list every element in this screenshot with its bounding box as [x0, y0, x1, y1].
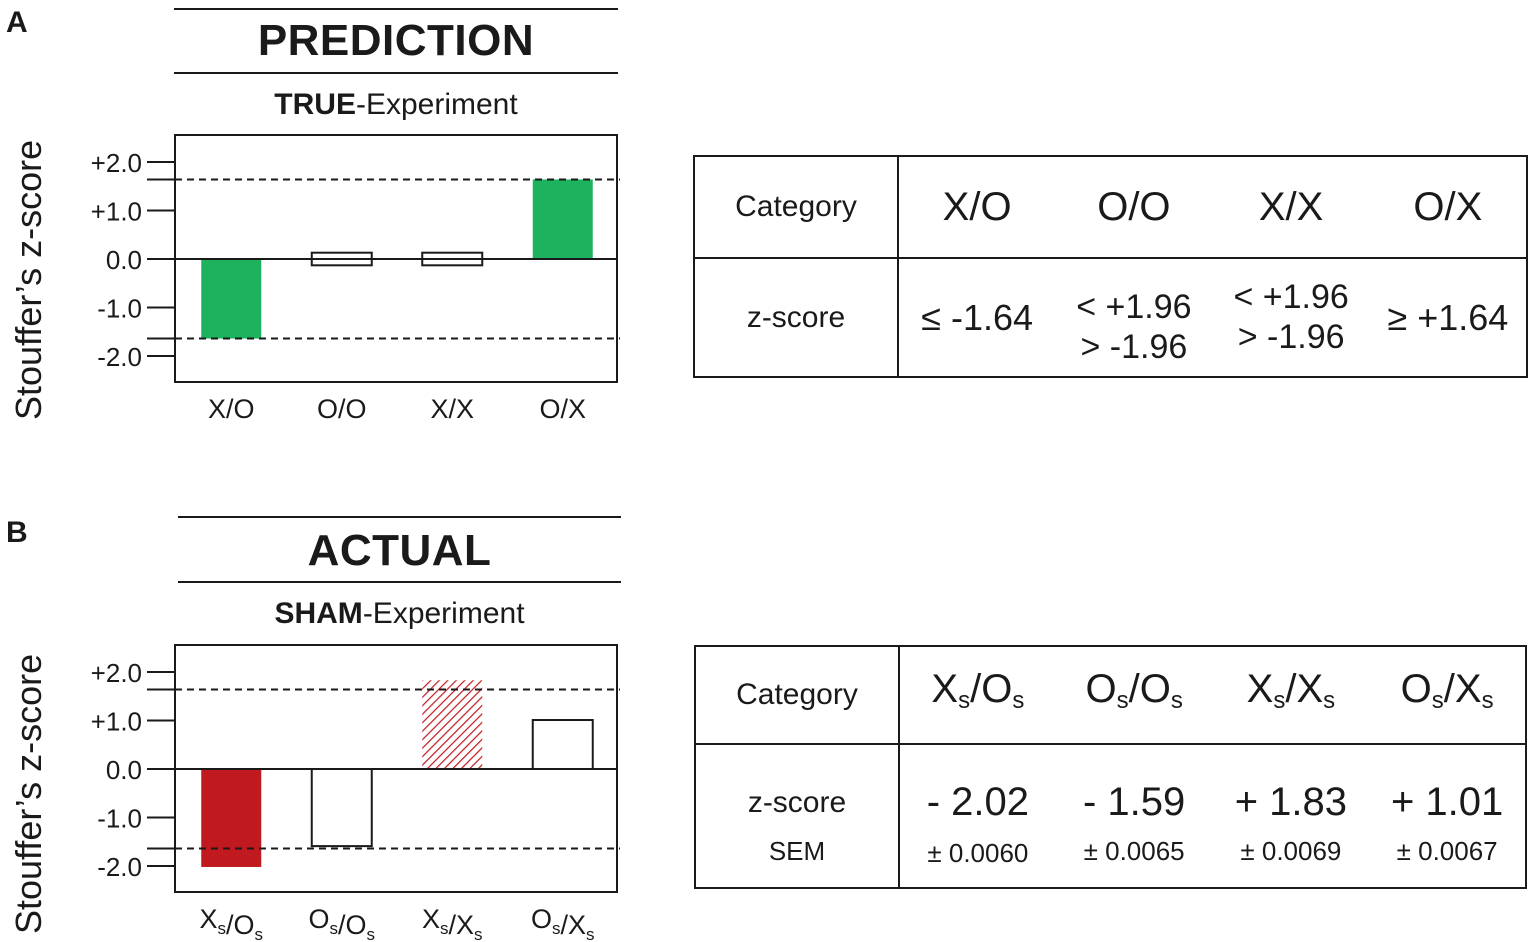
table-b-header-xs-xs: Xs/Xs: [1212, 646, 1370, 745]
table-b-header-xs-xs-sep: /: [1285, 667, 1297, 711]
table-b-zscore-xs-xs: + 1.83: [1234, 780, 1348, 824]
table-b-sem-xs-xs: ± 0.0069: [1240, 836, 1342, 866]
chart-b-y-tick-label: +2.0: [91, 658, 142, 688]
table-b-zscore-xs-os: - 2.02: [926, 780, 1030, 824]
table-a-header-xo: X/O: [898, 156, 1056, 259]
panel-a-category-table: Category X/O O/O X/X O/X z-score ≤ -1.64…: [693, 155, 1528, 378]
chart-b-x-tick-label: Os/Xs: [531, 904, 595, 940]
table-b-header-os-os-sep: /: [1128, 667, 1140, 711]
chart-b-y-tick-label: -1.0: [97, 804, 142, 834]
table-b-category-label: Category: [695, 646, 900, 745]
panel-b-subtitle: SHAM-Experiment: [178, 597, 621, 631]
chart-b-bar-3: [422, 680, 483, 769]
table-b-zscore-label: z-score: [695, 744, 900, 828]
panel-b-title-rule-top: [178, 516, 621, 518]
panel-a-title-rule-top: [174, 8, 618, 10]
table-a-header-ox: O/X: [1369, 156, 1527, 259]
chart-b-bar-2: [310, 768, 373, 848]
table-a-category-label: Category: [694, 156, 899, 259]
table-b-header-xs-xs-a: X: [1246, 667, 1274, 711]
panel-b-letter: B: [6, 516, 28, 549]
table-b-header-xs-os-b: O: [981, 667, 1013, 711]
chart-a-x-tick-label: O/X: [539, 394, 586, 424]
table-a-value-xo: ≤ -1.64: [898, 258, 1055, 377]
table-a-value-oo-line1: < +1.96: [1076, 287, 1192, 326]
table-b-header-os-os-sub-a: s: [1116, 687, 1129, 714]
chart-b-x-tick-label: Xs/Xs: [422, 904, 483, 940]
chart-a-y-tick-label: -2.0: [97, 342, 142, 372]
table-b-header-os-os-sub-b: s: [1170, 687, 1183, 714]
table-b-header-xs-os-a: X: [931, 667, 959, 711]
table-a-value-xx-line2: > -1.96: [1237, 317, 1345, 356]
chart-a-x-tick-label: X/O: [208, 394, 255, 424]
table-b-sem-os-os: ± 0.0065: [1083, 836, 1185, 866]
chart-a-y-tick-label: +1.0: [91, 197, 142, 227]
panel-a-title: PREDICTION: [257, 16, 535, 65]
table-b-header-os-xs-a: O: [1400, 667, 1432, 711]
panel-a-title-rule-bottom: [174, 72, 618, 74]
chart-b-x-tick-label: Xs/Os: [199, 904, 263, 940]
panel-a-subtitle-rest: -Experiment: [355, 88, 518, 121]
table-b-sem-xs-os: ± 0.0060: [927, 838, 1029, 868]
chart-a-x-tick-label: O/O: [317, 394, 367, 424]
chart-a-y-tick-label: +2.0: [91, 148, 142, 178]
table-b-zscore-os-os: - 1.59: [1082, 780, 1186, 824]
table-b-header-os-os-a: O: [1085, 667, 1117, 711]
chart-b-bar-4: [531, 719, 594, 770]
table-b-header-xs-os-sep: /: [970, 667, 982, 711]
panel-b-bar-chart: +2.0 +1.0 0.0 -1.0 -2.0 Xs/Os Os/Os Xs/Xs Os/Xs: [91, 644, 620, 940]
chart-b-x-tick-label: Os/Os: [308, 904, 375, 940]
table-b-header-xs-xs-sub-a: s: [1273, 687, 1286, 714]
table-b-header-os-xs-sub-b: s: [1481, 687, 1494, 714]
table-a-value-ox-line1: ≥ +1.64: [1387, 296, 1509, 338]
panel-b-y-axis-label: Stouffer’s z-score: [8, 653, 49, 934]
panel-a-y-axis-label: Stouffer’s z-score: [8, 139, 49, 420]
table-b-sem-os-xs: ± 0.0067: [1396, 836, 1498, 866]
chart-b-y-tick-label: 0.0: [106, 755, 142, 785]
chart-a-x-tick-label: X/X: [430, 394, 474, 424]
table-b-sem-label: SEM: [695, 828, 900, 888]
panel-b-subtitle-bold: SHAM: [274, 597, 363, 630]
panel-b-subtitle-rest: -Experiment: [362, 597, 525, 630]
table-a-value-xx-line1: < +1.96: [1233, 277, 1349, 316]
table-b-header-xs-os-sub-b: s: [1012, 687, 1025, 714]
table-b-header-xs-os-sub-a: s: [958, 687, 971, 714]
table-b-header-xs-xs-sub-b: s: [1323, 687, 1336, 714]
chart-a-bar-4: [532, 179, 593, 259]
table-a-value-xx: < +1.96 > -1.96: [1213, 258, 1370, 377]
table-a-value-oo-line2: > -1.96: [1080, 327, 1188, 366]
panel-a-subtitle-bold: TRUE: [274, 88, 356, 121]
table-b-header-xs-os: Xs/Os: [899, 646, 1056, 745]
table-b-header-os-xs-b: X: [1454, 667, 1482, 711]
table-a-zscore-label: z-score: [694, 258, 899, 377]
table-b-header-xs-xs-b: X: [1296, 667, 1324, 711]
panel-b-category-table: Category Xs/Os Os/Os Xs/Xs Os/Xs z-score…: [694, 645, 1527, 889]
panel-b-title-rule-bottom: [178, 581, 621, 583]
table-a-value-xo-line1: ≤ -1.64: [921, 296, 1034, 338]
chart-a-bar-1: [201, 259, 262, 339]
chart-b-y-tick-label: +1.0: [91, 707, 142, 737]
table-a-header-oo: O/O: [1055, 156, 1213, 259]
table-b-header-os-xs-sub-a: s: [1431, 687, 1444, 714]
table-b-header-os-os: Os/Os: [1055, 646, 1213, 745]
chart-b-bar-1: [201, 769, 262, 867]
chart-a-y-tick-label: 0.0: [106, 245, 142, 275]
table-a-header-xx: X/X: [1212, 156, 1370, 259]
panel-a-subtitle: TRUE-Experiment: [174, 88, 618, 122]
chart-a-y-tick-label: -1.0: [97, 294, 142, 324]
panel-b-title: ACTUAL: [307, 526, 492, 575]
table-b-header-os-xs-sep: /: [1443, 667, 1455, 711]
table-a-value-oo: < +1.96 > -1.96: [1055, 258, 1212, 377]
panel-a-bar-chart: +2.0 +1.0 0.0 -1.0 -2.0 X/O O/O X/X O/X: [91, 134, 620, 424]
table-b-header-os-xs: Os/Xs: [1369, 646, 1526, 745]
panel-a-letter: A: [6, 6, 28, 39]
table-b-header-os-os-b: O: [1139, 667, 1171, 711]
chart-b-y-tick-label: -2.0: [97, 852, 142, 882]
table-b-zscore-os-xs: + 1.01: [1390, 780, 1504, 824]
table-a-value-ox: ≥ +1.64: [1370, 258, 1527, 377]
